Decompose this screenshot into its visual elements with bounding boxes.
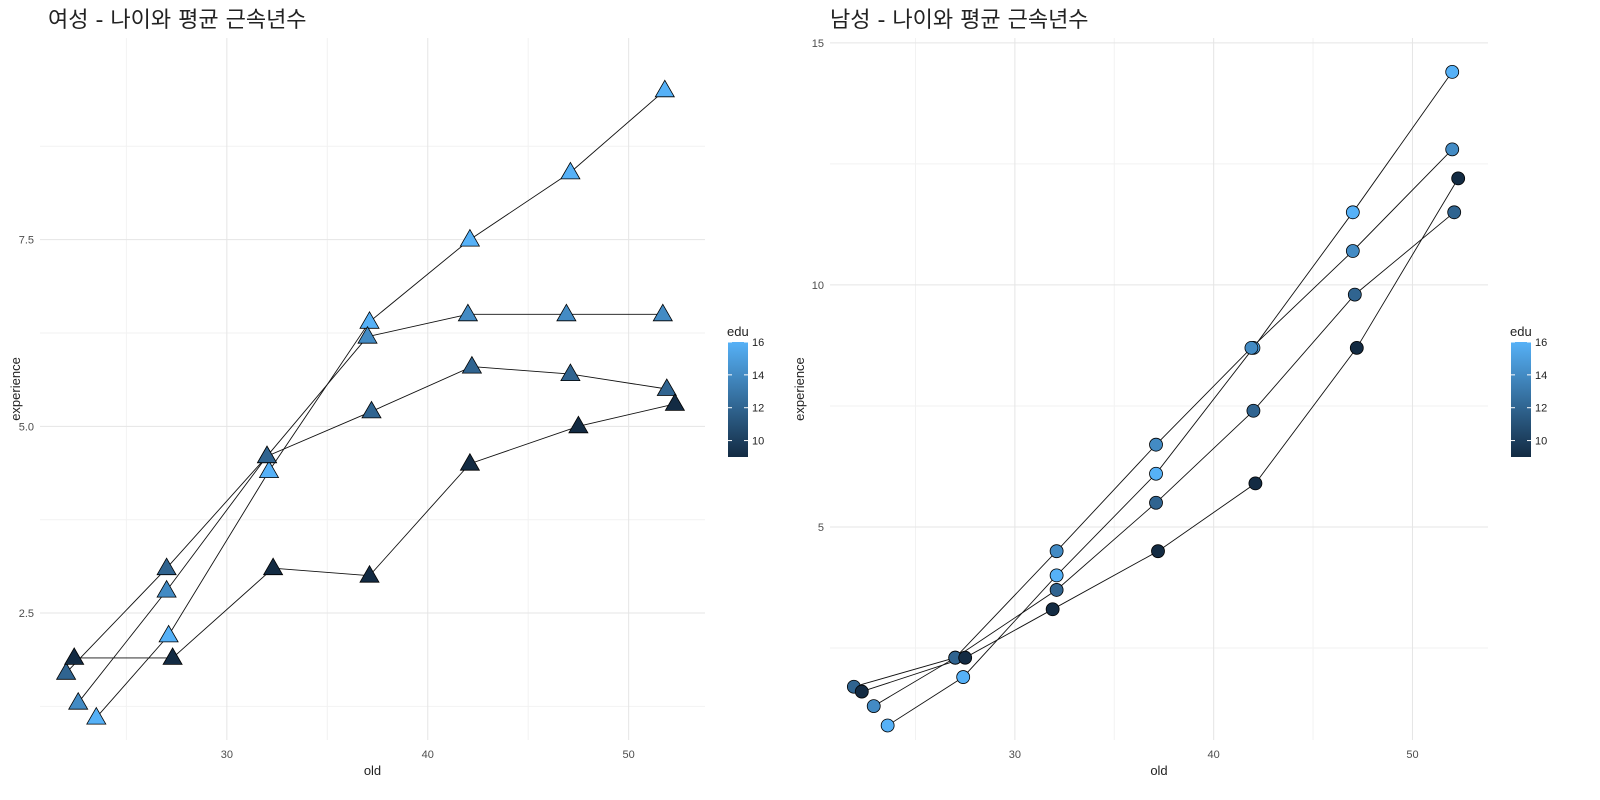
x-axis-title: old	[364, 763, 381, 778]
y-tick-label: 7.5	[19, 235, 34, 247]
data-point	[359, 310, 380, 329]
data-point	[457, 303, 479, 322]
x-tick-label: 50	[623, 749, 635, 761]
chart-title: 여성 - 나이와 평균 근속년수	[48, 8, 307, 33]
x-axis-title: old	[1150, 763, 1167, 778]
series-line-edu-16	[887, 71, 1453, 726]
data-point	[866, 699, 881, 714]
y-tick-label: 2.5	[19, 608, 34, 620]
data-point	[1451, 171, 1466, 186]
y-tick-label: 10	[812, 280, 824, 292]
data-point	[256, 445, 278, 464]
x-tick-label: 30	[1009, 749, 1021, 761]
data-point	[654, 79, 675, 98]
data-point	[664, 393, 686, 411]
series-line-edu-9	[74, 403, 676, 659]
data-point	[1349, 340, 1364, 355]
data-point	[1049, 568, 1064, 583]
data-point	[1246, 403, 1261, 418]
data-point	[560, 161, 581, 180]
legend-tick-label: 10	[752, 436, 764, 448]
data-point	[1149, 437, 1163, 452]
data-point	[1445, 142, 1460, 157]
data-point	[1049, 544, 1064, 559]
data-point	[652, 303, 673, 322]
data-point	[262, 557, 284, 576]
data-point	[1347, 287, 1362, 302]
legend-tick-label: 10	[1535, 436, 1547, 448]
legend-tick-label: 14	[1535, 370, 1547, 382]
series-line-edu-9	[861, 178, 1459, 693]
data-point	[1045, 602, 1060, 617]
data-point	[156, 579, 177, 598]
data-point	[359, 564, 380, 583]
y-tick-label: 15	[812, 38, 824, 50]
data-point	[1445, 64, 1460, 79]
legend-colorbar	[1511, 342, 1531, 457]
y-axis-title: experience	[8, 357, 23, 421]
x-tick-label: 50	[1406, 749, 1418, 761]
data-point	[854, 684, 869, 699]
data-point	[956, 670, 971, 684]
data-point	[64, 647, 85, 665]
data-point	[1244, 340, 1259, 355]
data-point	[156, 557, 177, 576]
data-point	[162, 647, 183, 665]
y-tick-label: 5.0	[19, 421, 34, 433]
data-point	[1151, 544, 1165, 559]
x-tick-label: 30	[221, 749, 233, 761]
data-point	[86, 706, 107, 725]
data-point	[560, 363, 581, 382]
data-point	[556, 303, 577, 322]
data-point	[459, 228, 481, 247]
data-point	[1447, 205, 1462, 220]
data-point	[68, 691, 89, 710]
data-point	[1345, 205, 1360, 220]
data-point	[461, 355, 483, 374]
legend-title: edu	[1510, 324, 1532, 339]
chart-panel-2: 30 40 50 5 10 15 남성 - 나이와 평균 근속년수 old experience…	[792, 8, 1547, 778]
data-point	[459, 452, 481, 471]
data-point	[158, 624, 179, 643]
data-point	[1345, 244, 1360, 258]
data-point	[258, 460, 280, 479]
data-point	[568, 415, 589, 434]
data-point	[55, 661, 77, 680]
series-line-edu-14	[873, 149, 1453, 707]
data-point	[958, 650, 973, 665]
data-point	[1049, 583, 1064, 597]
y-tick-label: 5	[818, 522, 824, 534]
y-axis-title: experience	[792, 357, 807, 421]
data-point	[1248, 476, 1263, 491]
legend-tick-label: 16	[752, 337, 764, 349]
legend-colorbar	[728, 342, 748, 457]
chart-panel-1: 30 40 50 2.5 5.0 7.5 여성 - 나이와 평균 근속년수 old experi…	[8, 8, 764, 778]
data-point	[880, 718, 895, 733]
data-point	[361, 400, 382, 419]
legend-title: edu	[727, 324, 749, 339]
legend-tick-label: 12	[752, 403, 764, 415]
data-point	[1149, 466, 1163, 481]
data-point	[656, 378, 677, 396]
x-tick-label: 40	[422, 749, 434, 761]
legend-tick-label: 14	[752, 370, 764, 382]
legend-tick-label: 16	[1535, 337, 1547, 349]
data-point	[357, 325, 378, 344]
x-tick-label: 40	[1208, 749, 1220, 761]
chart-title: 남성 - 나이와 평균 근속년수	[830, 8, 1089, 33]
series-line-edu-16	[95, 89, 666, 718]
legend-tick-label: 12	[1535, 403, 1547, 415]
data-point	[1149, 495, 1163, 510]
